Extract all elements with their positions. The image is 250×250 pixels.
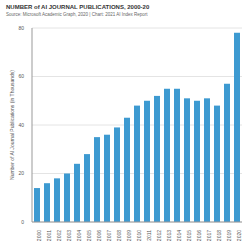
html-text:Source: Microsoft Academic Gra: Source: Microsoft Academic Graph, 2020 |… — [6, 12, 148, 17]
svg-text:2002: 2002 — [56, 230, 62, 241]
svg-text:2013: 2013 — [166, 230, 172, 241]
svg-text:Number of AI Journal Publicati: Number of AI Journal Publications (in Th… — [9, 70, 15, 180]
svg-text:0: 0 — [21, 219, 24, 225]
svg-text:2007: 2007 — [106, 230, 112, 241]
svg-text:60: 60 — [18, 73, 24, 79]
svg-text:2000: 2000 — [36, 230, 42, 241]
svg-text:2001: 2001 — [46, 230, 52, 241]
svg-text:2016: 2016 — [196, 230, 202, 241]
svg-text:2010: 2010 — [136, 230, 142, 241]
svg-text:2012: 2012 — [156, 230, 162, 241]
svg-text:2014: 2014 — [176, 230, 182, 241]
svg-text:2019: 2019 — [226, 230, 232, 241]
svg-text:2006: 2006 — [96, 230, 102, 241]
html-text:NUMBER of AI JOURNAL PUBLICATI: NUMBER of AI JOURNAL PUBLICATIONS, 2000-… — [6, 4, 150, 10]
svg-text:2009: 2009 — [126, 230, 132, 241]
svg-text:2011: 2011 — [146, 230, 152, 241]
svg-text:2018: 2018 — [216, 230, 222, 241]
svg-text:2008: 2008 — [116, 230, 122, 241]
svg-text:2020: 2020 — [236, 230, 242, 241]
svg-text:2003: 2003 — [66, 230, 72, 241]
svg-text:2015: 2015 — [186, 230, 192, 241]
svg-text:20: 20 — [18, 170, 24, 176]
svg-text:2004: 2004 — [76, 230, 82, 241]
svg-text:80: 80 — [18, 25, 24, 31]
svg-text:40: 40 — [18, 122, 24, 128]
svg-text:2005: 2005 — [86, 230, 92, 241]
svg-text:2017: 2017 — [206, 230, 212, 241]
